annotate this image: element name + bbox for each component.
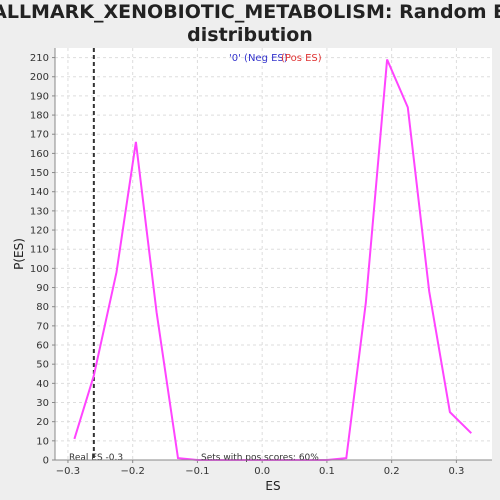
y-tick-label: 210 — [30, 53, 49, 64]
y-tick-label: 180 — [30, 111, 49, 122]
grid-lines — [55, 48, 492, 461]
y-tick-label: 30 — [36, 398, 49, 409]
legend-pos: (Pos ES) — [281, 53, 322, 64]
legend-neg: '0' (Neg ES) — [229, 53, 288, 64]
y-tick-label: 130 — [30, 206, 49, 217]
y-tick-label: 190 — [30, 91, 49, 102]
pos-scores-label: Sets with pos scores: 60% — [201, 453, 319, 463]
x-tick-label: 0.0 — [254, 466, 270, 477]
y-tick-label: 80 — [36, 302, 49, 313]
x-tick-label: 0.2 — [384, 466, 400, 477]
x-tick-label: 0.1 — [319, 466, 335, 477]
y-tick-label: 200 — [30, 72, 49, 83]
y-tick-label: 40 — [36, 379, 49, 390]
y-tick-label: 100 — [30, 264, 49, 275]
x-tick-label: −0.3 — [56, 466, 80, 477]
y-tick-label: 120 — [30, 226, 49, 237]
y-axis-ticks: 0 10 20 30 40 50 60 70 80 90 100 110 120 130 140 150 160… — [30, 53, 55, 467]
y-tick-label: 110 — [30, 245, 49, 256]
y-tick-label: 170 — [30, 130, 49, 141]
y-axis-label: P(ES) — [12, 238, 26, 270]
y-tick-label: 70 — [36, 321, 49, 332]
y-tick-label: 90 — [36, 283, 49, 294]
y-tick-label: 150 — [30, 168, 49, 179]
plot-area — [55, 48, 492, 460]
y-tick-label: 60 — [36, 341, 49, 352]
x-axis-label: ES — [265, 479, 280, 493]
y-tick-label: 0 — [43, 456, 49, 467]
y-tick-label: 10 — [36, 436, 49, 447]
real-es-label: Real ES -0.3 — [69, 453, 123, 463]
y-tick-label: 50 — [36, 360, 49, 371]
x-tick-label: 0.3 — [448, 466, 464, 477]
y-tick-label: 20 — [36, 417, 49, 428]
x-tick-label: −0.2 — [121, 466, 145, 477]
y-tick-label: 160 — [30, 149, 49, 160]
chart-title-line2: distribution — [187, 24, 313, 46]
y-tick-label: 140 — [30, 187, 49, 198]
x-tick-label: −0.1 — [185, 466, 209, 477]
chart-title-line1: HALLMARK_XENOBIOTIC_METABOLISM: Random E… — [0, 1, 500, 23]
